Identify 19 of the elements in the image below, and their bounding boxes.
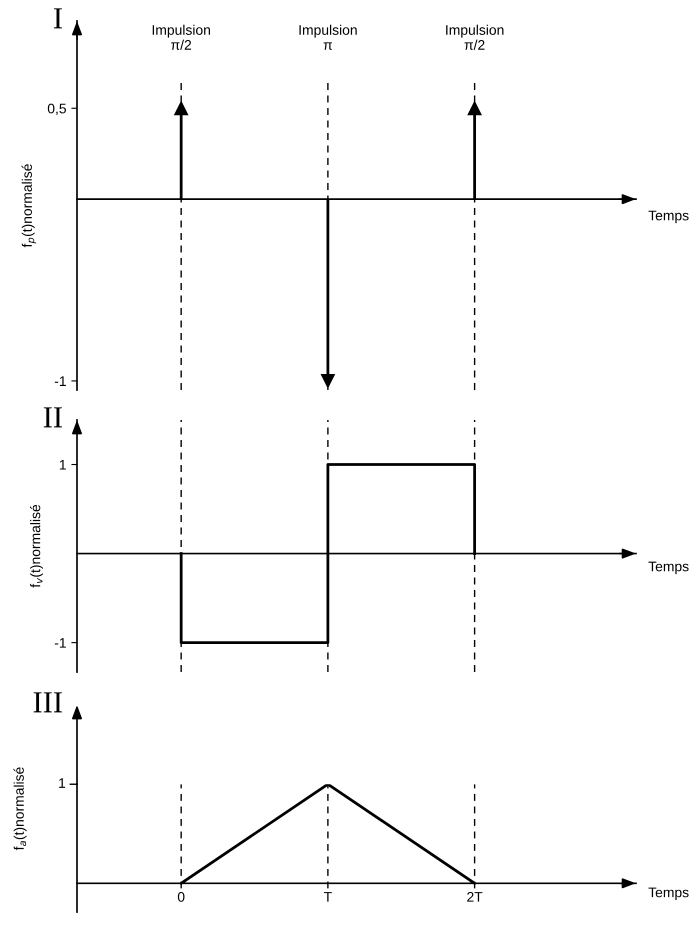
y-axis-title: f$_{p}$(t)normalisé — [22, 164, 36, 248]
y-tick-label: -1 — [54, 638, 66, 648]
x-tick-label: 2T — [467, 892, 482, 902]
chart-title: I — [54, 8, 62, 28]
x-axis-title: Temps — [648, 562, 689, 574]
y-axis-title: f$_{v}$(t)normalisé — [30, 504, 44, 588]
ref-line-label: Impulsion π/2 — [152, 24, 210, 50]
x-axis-title: Temps — [648, 210, 689, 224]
y-tick-label: -1 — [54, 376, 66, 386]
x-tick-label: 0 — [178, 892, 184, 902]
chart-title: II — [44, 407, 62, 428]
x-tick-label: T — [324, 892, 332, 902]
ref-line-label: Impulsion π/2 — [446, 24, 504, 50]
y-axis-title: f$_{a}$(t)normalisé — [13, 767, 27, 850]
chart-title: III — [34, 692, 62, 712]
y-tick-label: 0,5 — [48, 104, 66, 116]
x-axis-title: Temps — [648, 888, 689, 900]
y-tick-label: 1 — [60, 460, 66, 470]
ref-line-label: Impulsion π — [299, 24, 357, 50]
